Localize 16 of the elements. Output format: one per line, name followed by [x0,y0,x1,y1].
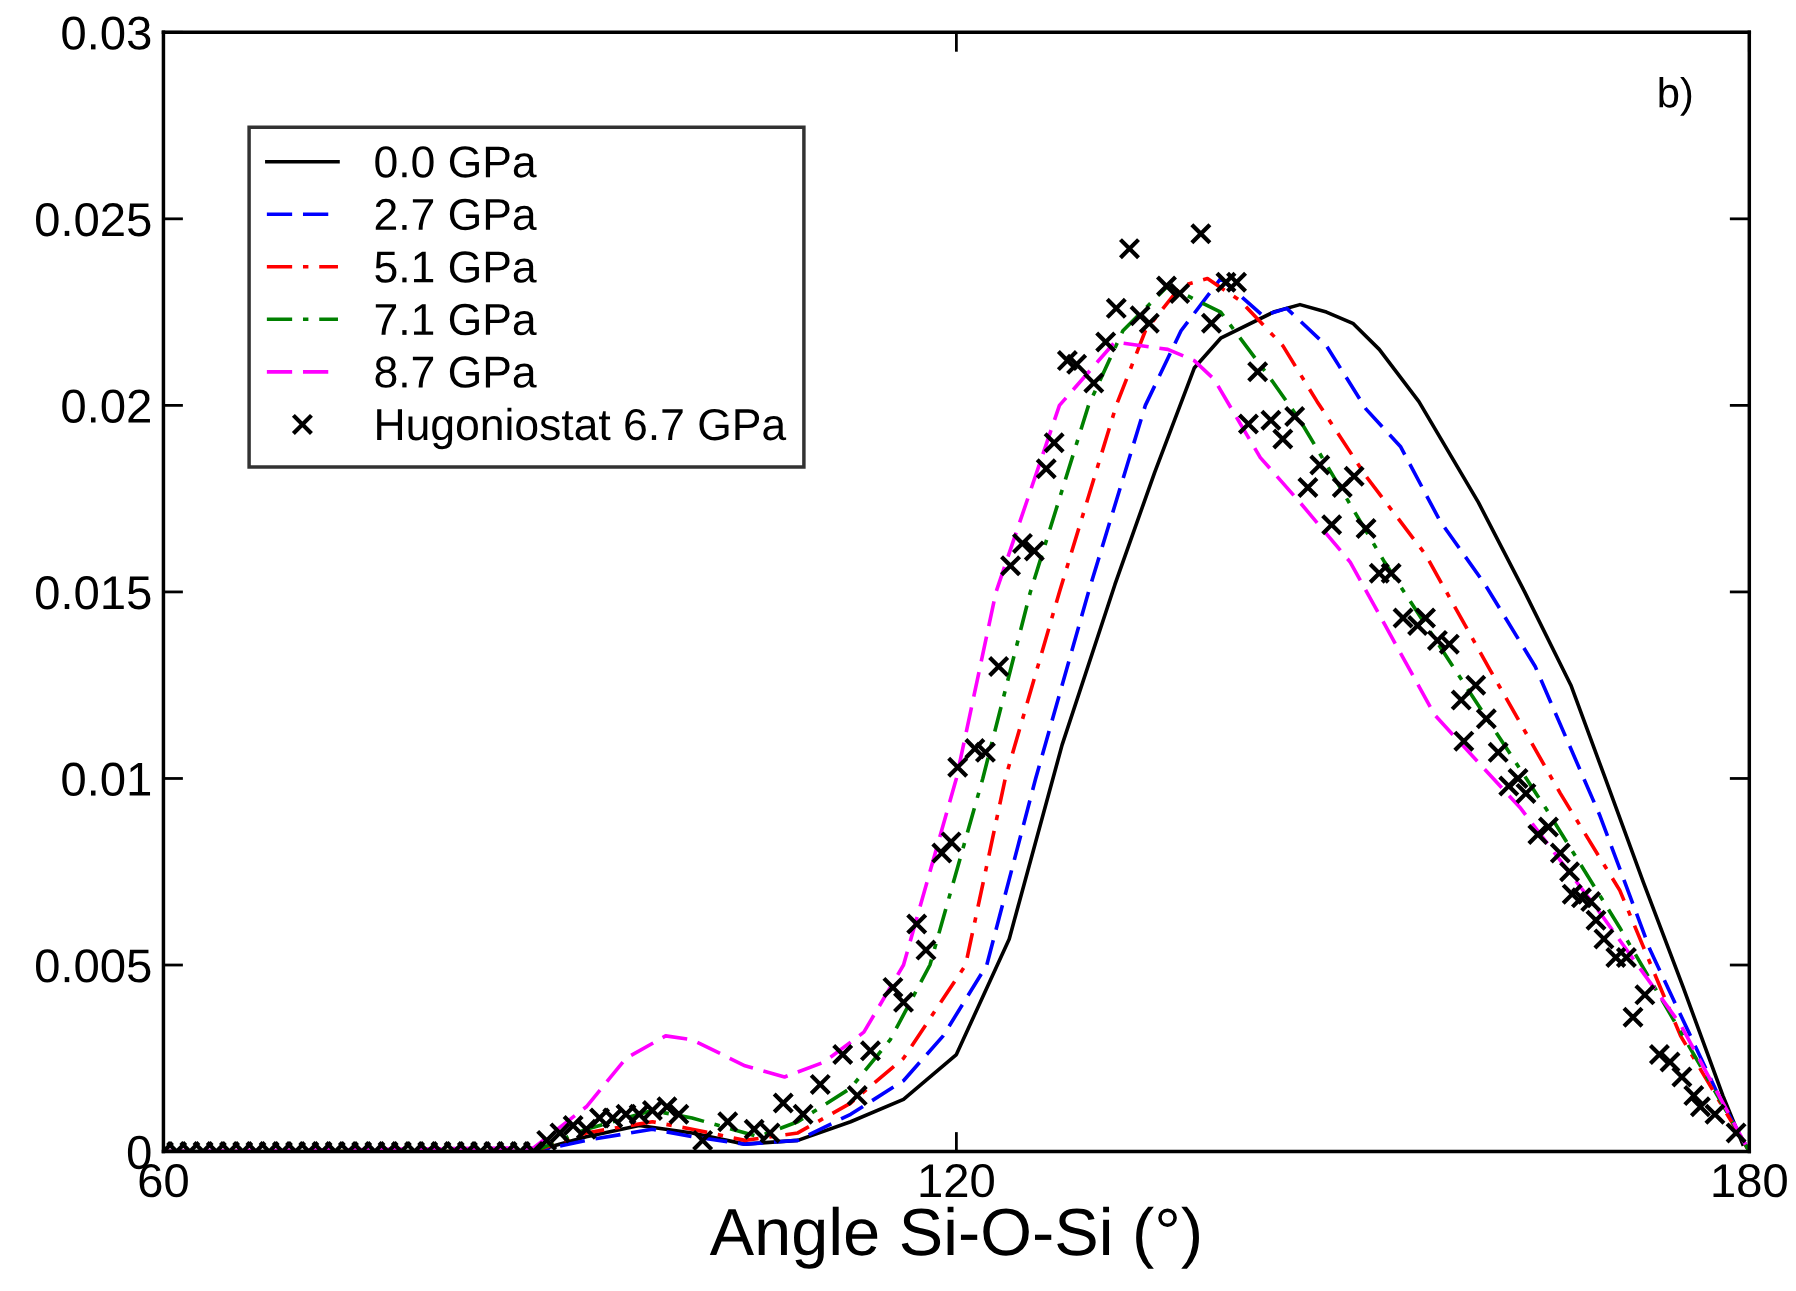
annotation: b) [1659,77,1692,116]
y-tick-label: 0.02 [62,389,150,423]
y-tick-label: 0.005 [36,949,151,983]
legend-label: 7.1 GPa [375,303,537,336]
legend-label: 8.7 GPa [375,356,537,388]
legend-label: 2.7 GPa [375,198,537,231]
y-tick-label: 0.015 [36,576,151,610]
y-tick-label: 0.01 [62,762,151,797]
x-axis-title: Angle Si-O-Si (°) [709,1206,1199,1269]
x-tick-label: 120 [920,1163,994,1198]
legend-label: 0.0 GPa [375,146,537,178]
x-tick-label: 180 [1713,1163,1787,1198]
legend-label: 5.1 GPa [375,251,537,283]
legend-label: Hugoniostat 6.7 GPa [377,407,787,450]
y-tick-label: 0.025 [36,202,151,237]
y-tick-label: 0.03 [62,16,151,50]
